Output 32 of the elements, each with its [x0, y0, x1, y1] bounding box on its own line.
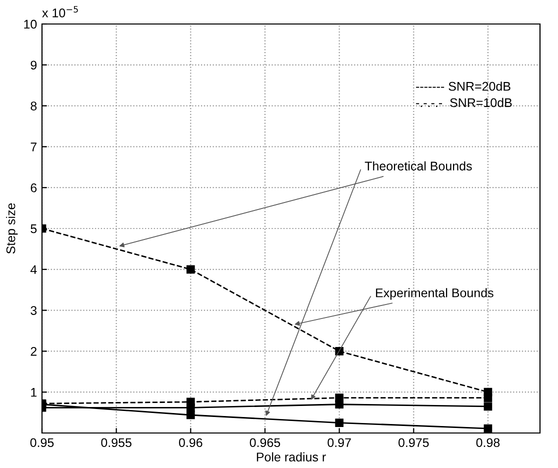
y-tick-label: 1 — [31, 388, 37, 397]
x-tick-label: 0.96 — [178, 438, 202, 448]
y-tick-label: 6 — [30, 183, 37, 192]
annotation: -.-.-.- SNR=10dB — [416, 98, 512, 108]
text: x 10$^{−5}$ — [42, 6, 78, 18]
x-tick-label: 0.97 — [328, 438, 351, 448]
point — [335, 418, 344, 427]
annotation: ------- SNR=20dB — [416, 82, 510, 91]
y-tick-label: 5 — [30, 224, 37, 234]
y-tick-label: 2 — [30, 347, 37, 356]
x-tick-label: 0.965 — [250, 438, 280, 448]
x-tick-label: 0.975 — [398, 438, 429, 448]
annotation: Theoretical Bounds — [364, 161, 472, 171]
y-tick-label: 7 — [30, 142, 37, 152]
point — [484, 402, 492, 411]
y-axis-title: Step size — [6, 203, 18, 254]
x-tick-label: 0.98 — [476, 438, 500, 448]
point — [186, 403, 195, 412]
point — [186, 410, 195, 420]
point — [484, 394, 492, 402]
y-tick-label: 9 — [30, 60, 37, 70]
x-tick-label: 0.955 — [101, 438, 132, 448]
y-tick-label: 8 — [30, 102, 37, 110]
x-axis-title: Pole radius r — [256, 452, 326, 462]
annotation: Experimental Bounds — [376, 288, 494, 300]
y-tick-label: 4 — [30, 265, 37, 274]
point — [484, 424, 492, 433]
point — [335, 400, 344, 409]
x-tick-label: 0.95 — [30, 438, 54, 448]
point — [186, 265, 195, 274]
y-tick-label: 10 — [24, 20, 37, 29]
y-tick-label: 3 — [30, 306, 37, 315]
